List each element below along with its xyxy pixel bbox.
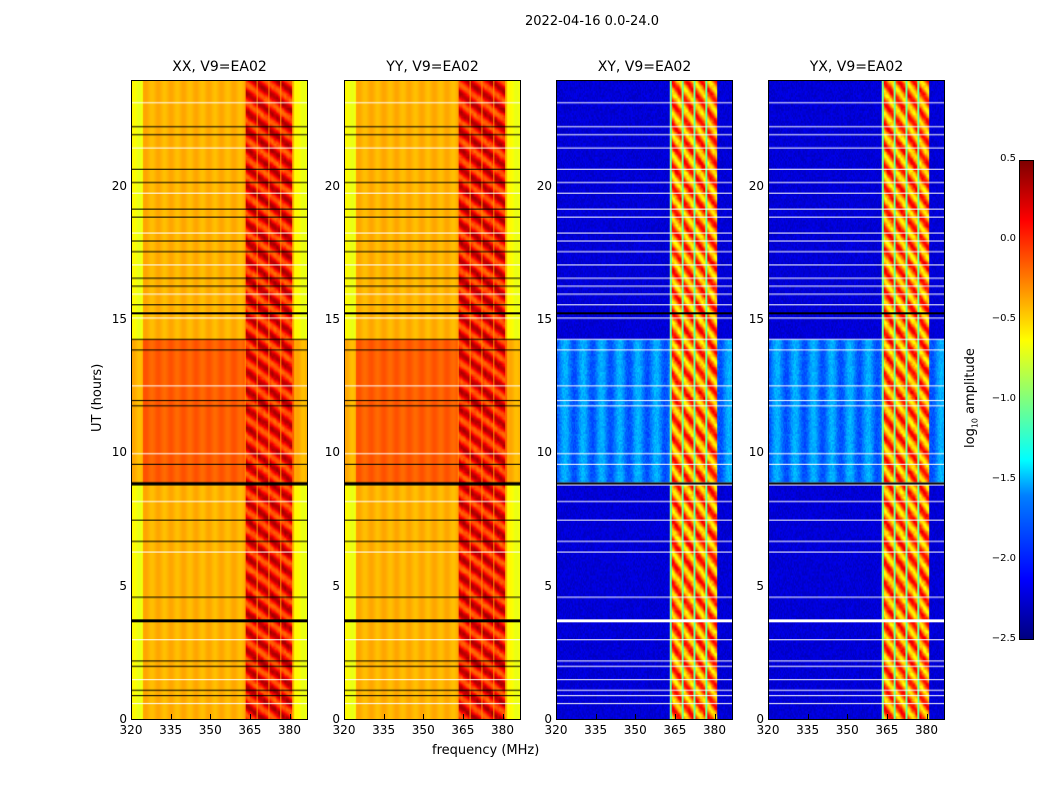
y-tick-label: 0 [119, 712, 127, 726]
panel-title: YY, V9=EA02 [386, 59, 479, 75]
y-tick-label: 10 [324, 445, 340, 460]
x-tick-label: 380 [915, 723, 938, 737]
x-tick-mark [807, 714, 809, 720]
x-tick-label: 335 [796, 723, 820, 737]
x-tick-label: 365 [451, 723, 475, 737]
suptitle: 2022-04-16 0.0-24.0 [525, 14, 659, 29]
y-tick-label: 20 [748, 178, 764, 193]
y-tick-label: 5 [544, 578, 552, 593]
colorbar [1019, 160, 1034, 640]
colorbar-tick-label: −1.5 [991, 473, 1016, 484]
x-tick-label: 365 [875, 723, 899, 737]
y-tick-label: 20 [536, 178, 552, 193]
y-tick-label: 5 [119, 578, 127, 593]
colorbar-tick-label: 0.0 [1000, 233, 1016, 244]
x-axis-label: frequency (MHz) [432, 743, 540, 758]
y-tick-label: 10 [748, 445, 764, 460]
x-tick-mark [344, 714, 345, 720]
y-axis-label: UT (hours) [90, 363, 105, 432]
heatmap-image [345, 81, 520, 719]
y-tick-label: 15 [748, 312, 764, 326]
y-tick-label: 0 [756, 712, 764, 726]
heatmap-panel-xx [131, 80, 308, 720]
panel-title: XX, V9=EA02 [172, 59, 267, 75]
y-tick-label: 5 [756, 578, 764, 593]
heatmap-image [557, 81, 732, 719]
x-tick-label: 350 [623, 723, 647, 737]
y-tick-label: 15 [324, 312, 340, 326]
x-tick-label: 380 [278, 723, 301, 737]
heatmap-panel-yy [344, 80, 521, 720]
heatmap-image [769, 81, 944, 719]
colorbar-tick-label: −0.5 [991, 313, 1016, 324]
colorbar-tick-label: −2.0 [991, 553, 1016, 564]
x-tick-label: 350 [198, 723, 222, 737]
x-tick-mark [249, 714, 251, 720]
x-tick-mark [131, 714, 132, 720]
x-tick-label: 320 [544, 723, 568, 737]
x-tick-mark [462, 714, 464, 720]
x-tick-mark [289, 714, 291, 720]
x-tick-mark [556, 714, 557, 720]
x-tick-mark [595, 714, 597, 720]
y-tick-label: 0 [332, 712, 340, 726]
x-tick-label: 365 [663, 723, 687, 737]
colorbar-label: log10 amplitude [963, 348, 980, 448]
y-tick-label: 10 [536, 445, 552, 460]
x-tick-label: 365 [238, 723, 262, 737]
heatmap-image [132, 81, 307, 719]
panel-title: XY, V9=EA02 [597, 59, 692, 75]
x-tick-mark [210, 714, 212, 720]
colorbar-tick-label: 0.5 [1000, 153, 1016, 164]
y-tick-label: 0 [544, 712, 552, 726]
y-tick-label: 20 [324, 178, 340, 193]
x-tick-label: 350 [411, 723, 435, 737]
x-tick-label: 380 [703, 723, 726, 737]
x-tick-mark [674, 714, 676, 720]
x-tick-mark [768, 714, 769, 720]
x-tick-label: 335 [372, 723, 396, 737]
x-tick-mark [847, 714, 849, 720]
panel-title: YX, V9=EA02 [809, 59, 904, 75]
heatmap-panel-yx [768, 80, 945, 720]
x-tick-label: 320 [332, 723, 356, 737]
y-tick-label: 15 [111, 312, 127, 326]
x-tick-mark [423, 714, 425, 720]
x-tick-mark [926, 714, 928, 720]
x-tick-mark [635, 714, 637, 720]
x-tick-mark [886, 714, 888, 720]
y-tick-label: 5 [332, 578, 340, 593]
x-tick-label: 335 [584, 723, 608, 737]
x-tick-mark [502, 714, 504, 720]
x-tick-mark [170, 714, 172, 720]
y-tick-label: 10 [111, 445, 127, 460]
colorbar-tick-label: −1.0 [991, 393, 1016, 404]
heatmap-panel-xy [556, 80, 733, 720]
x-tick-label: 320 [756, 723, 780, 737]
x-tick-label: 350 [835, 723, 859, 737]
x-tick-label: 320 [119, 723, 143, 737]
colorbar-tick-label: −2.5 [991, 633, 1016, 644]
y-tick-label: 15 [536, 312, 552, 326]
x-tick-mark [383, 714, 385, 720]
x-tick-mark [714, 714, 716, 720]
y-tick-label: 20 [111, 178, 127, 193]
x-tick-label: 335 [159, 723, 183, 737]
x-tick-label: 380 [491, 723, 514, 737]
